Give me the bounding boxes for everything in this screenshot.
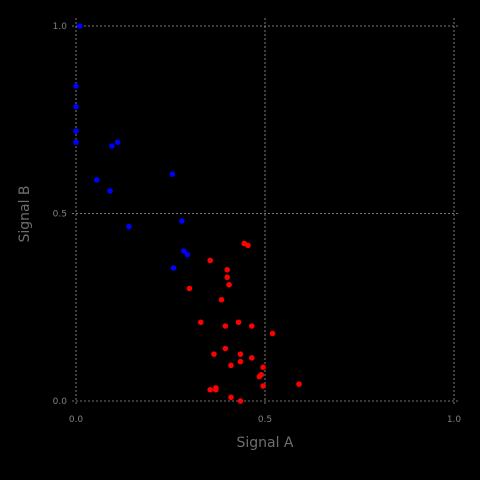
data-point — [107, 188, 113, 194]
data-point — [237, 351, 244, 357]
data-point — [211, 351, 217, 357]
data-point — [180, 248, 187, 254]
data-point — [197, 319, 204, 326]
data-point — [228, 362, 234, 369]
data-point — [76, 23, 83, 29]
data-point — [184, 251, 191, 258]
x-tick-label-2: 1.0 — [447, 415, 462, 425]
data-point — [73, 103, 79, 110]
y-tick-label-2: 1.0 — [53, 22, 68, 32]
grid — [72, 18, 458, 405]
data-point — [213, 386, 219, 393]
data-point — [109, 143, 115, 149]
data-point — [207, 257, 213, 264]
data-point — [237, 358, 244, 365]
x-tick-label-0: 0.0 — [69, 415, 84, 425]
data-point — [256, 373, 263, 380]
data-point — [226, 281, 232, 288]
data-point — [218, 296, 225, 303]
data-point — [169, 171, 176, 177]
y-tick-label-1: 0.5 — [53, 210, 67, 220]
data-point — [224, 266, 230, 273]
data-points — [73, 23, 302, 404]
data-point — [296, 381, 302, 387]
data-point — [237, 398, 244, 404]
tick-labels: 0.0 0.5 1.0 0.0 0.5 1.0 — [53, 22, 462, 425]
data-point — [179, 218, 185, 224]
data-point — [207, 386, 213, 393]
y-axis-label: Signal B — [17, 185, 33, 242]
data-point — [222, 323, 229, 329]
data-point — [235, 319, 242, 326]
data-point — [73, 128, 79, 134]
data-point — [260, 364, 266, 371]
data-point — [73, 83, 79, 89]
data-point — [228, 394, 234, 401]
y-tick-label-0: 0.0 — [53, 397, 68, 407]
data-point — [224, 274, 230, 281]
data-point — [260, 383, 266, 389]
data-point — [248, 355, 255, 361]
data-point — [245, 242, 251, 249]
data-point — [170, 265, 177, 271]
data-point — [222, 345, 229, 352]
x-tick-label-1: 0.5 — [258, 415, 272, 425]
x-axis-label: Signal A — [236, 435, 293, 451]
data-point — [114, 139, 121, 146]
data-point — [186, 285, 193, 292]
data-point — [248, 323, 255, 329]
data-point — [93, 176, 100, 183]
data-point — [73, 139, 79, 146]
data-point — [269, 330, 276, 337]
data-point — [126, 223, 132, 230]
